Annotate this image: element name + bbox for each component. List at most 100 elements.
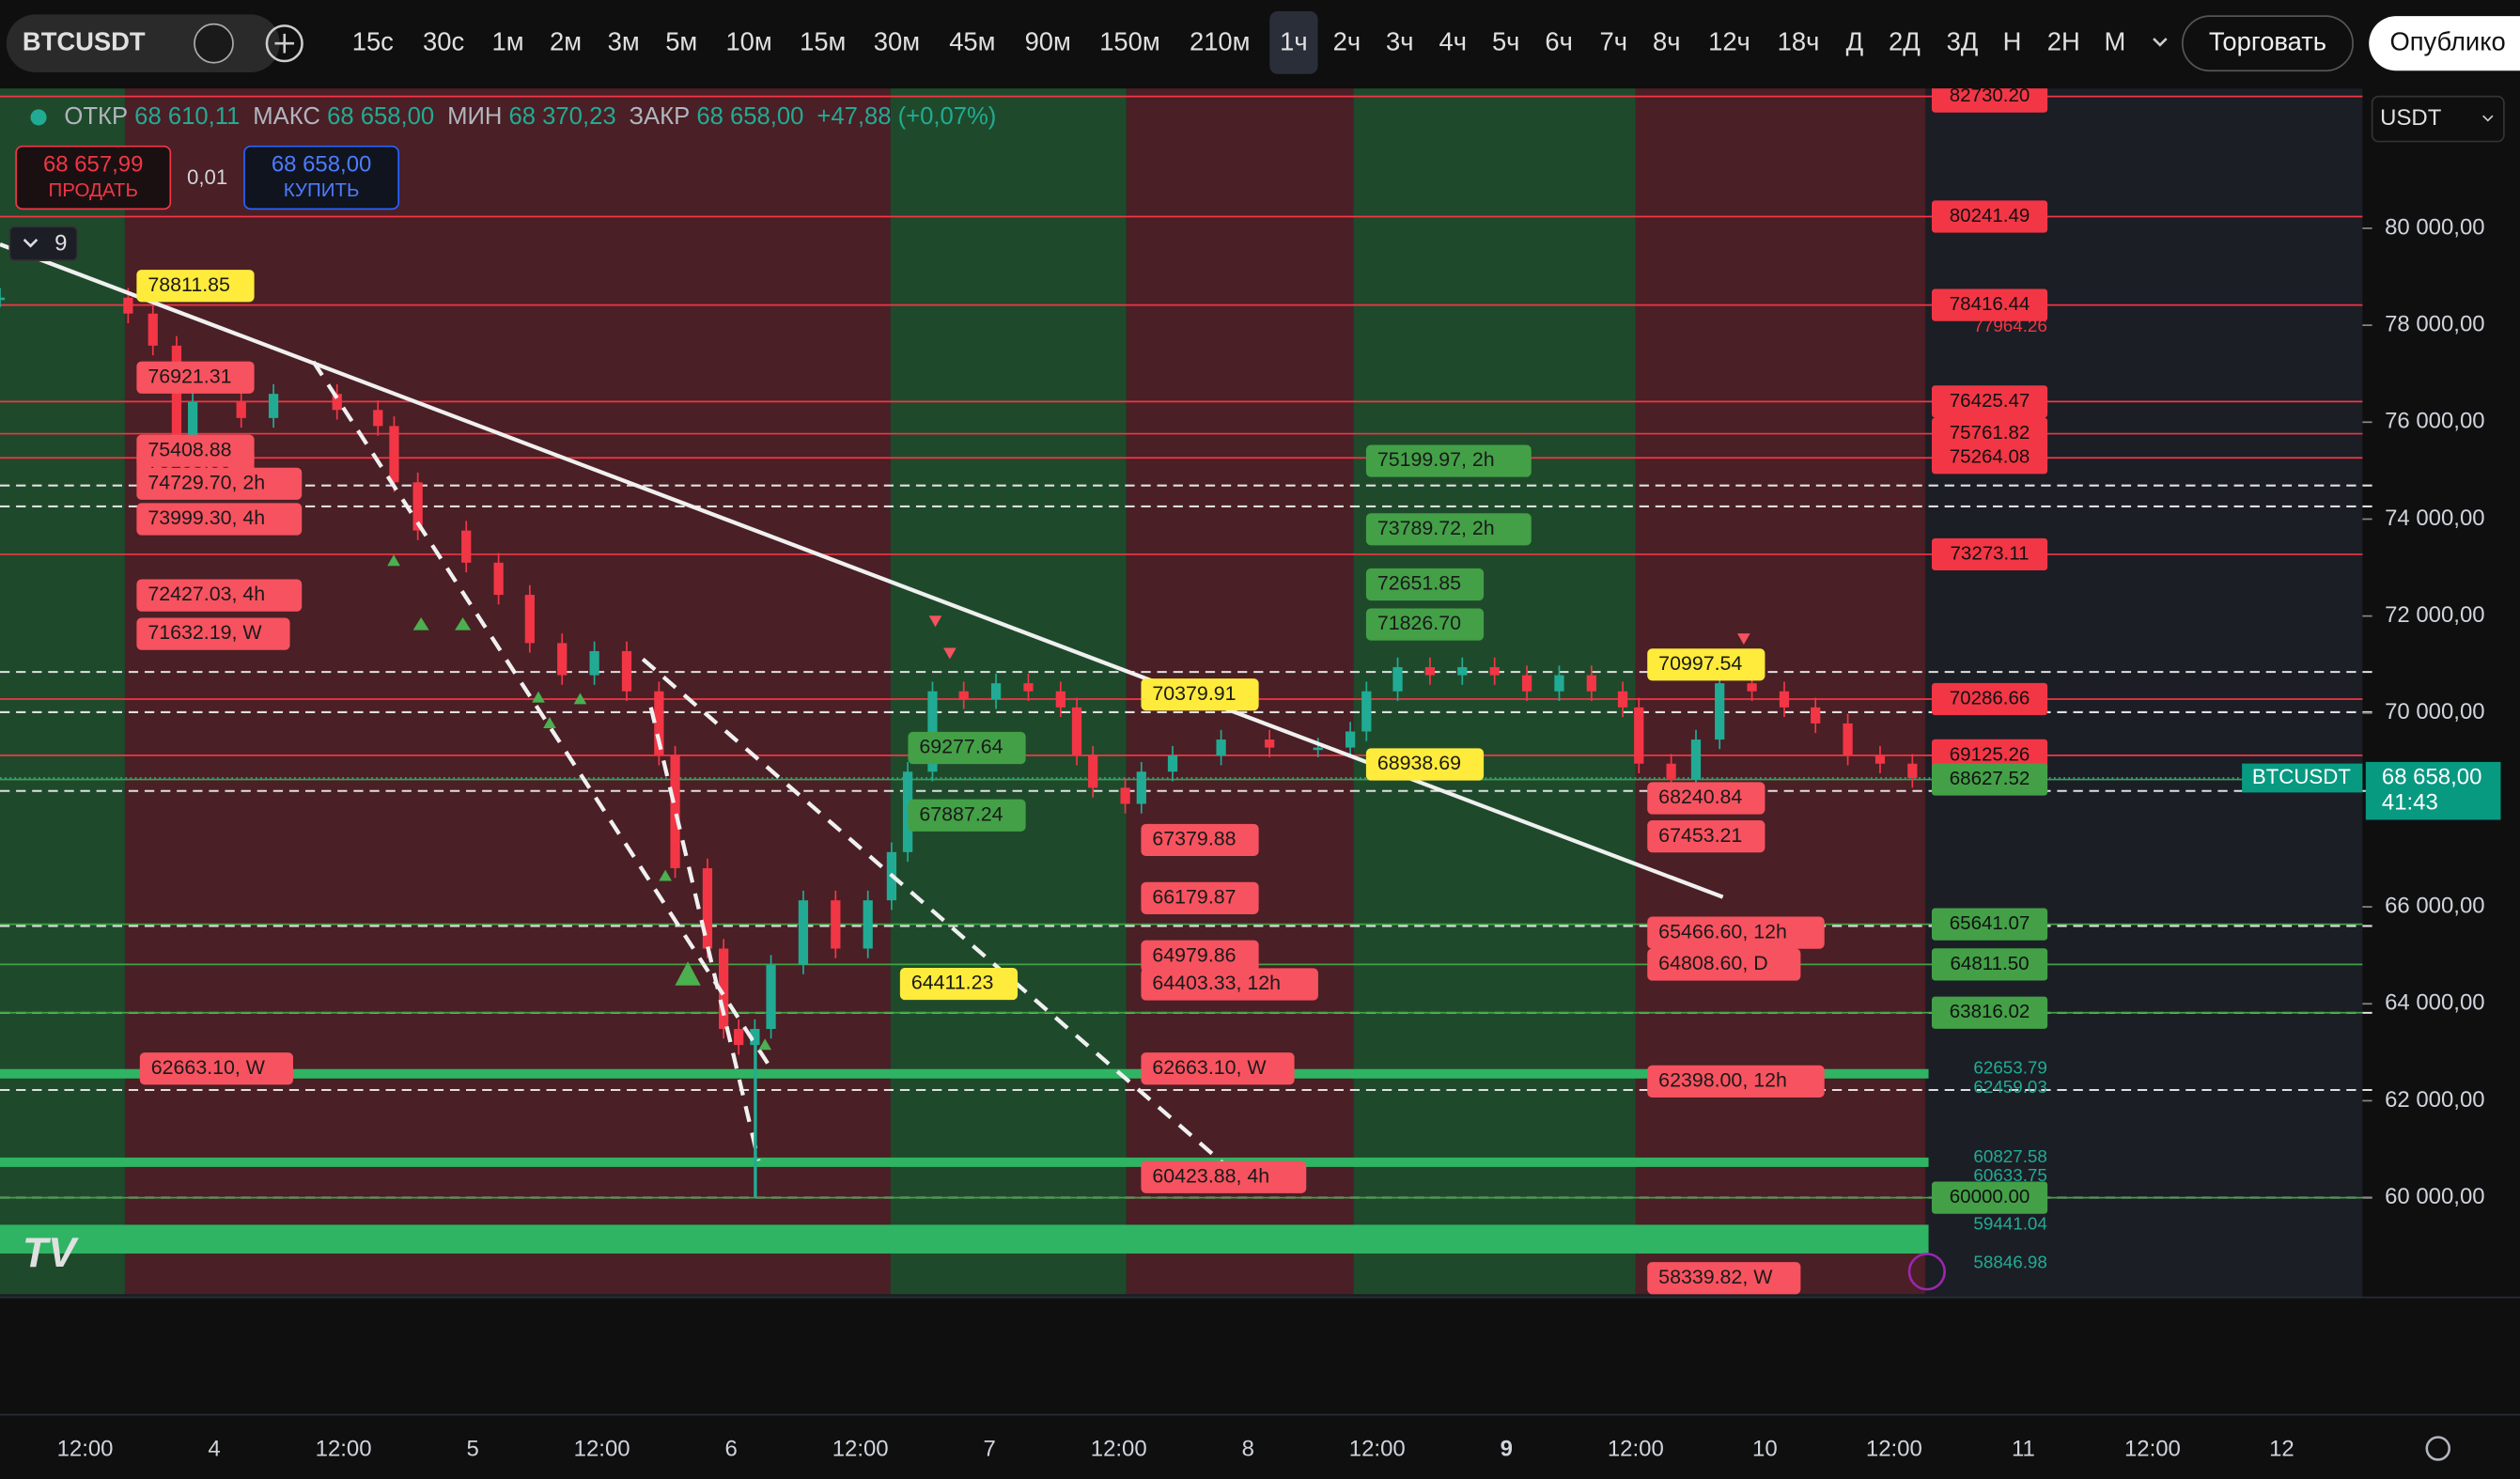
compare-button[interactable] (265, 24, 303, 63)
candle (766, 964, 776, 1030)
ohlc: ОТКР 68 610,11 МАКС 68 658,00 МИН 68 370… (64, 103, 996, 130)
band (0, 1224, 1929, 1254)
price-label: 71826.70 (1377, 612, 1461, 634)
indicator-count[interactable]: 9 (54, 230, 67, 256)
currency-select[interactable] (2371, 95, 2505, 143)
sell-label[interactable]: ПРОДАТЬ (48, 179, 137, 201)
interval[interactable]: 5ч (1492, 26, 1519, 55)
candle (1055, 691, 1066, 708)
level-tag (1931, 996, 2048, 1029)
candle (1690, 740, 1702, 780)
interval[interactable]: 3м (608, 26, 640, 55)
price-label-box (1365, 568, 1485, 601)
indicators-toggle[interactable] (8, 226, 78, 262)
settings-icon[interactable] (2425, 1436, 2451, 1461)
signal-up (387, 554, 400, 567)
trade-label[interactable]: Торговать (2209, 26, 2326, 55)
interval[interactable]: 8ч (1653, 26, 1680, 55)
y-tick-label: 76 000,00 (2385, 409, 2484, 434)
interval[interactable]: 7ч (1600, 26, 1627, 55)
interval[interactable]: 90м (1025, 26, 1071, 55)
candle (1392, 667, 1403, 692)
interval[interactable]: 5м (665, 26, 697, 55)
interval[interactable]: М (2105, 26, 2126, 55)
y-tick-label: 72 000,00 (2385, 602, 2484, 628)
price-label: 67379.88 (1152, 828, 1236, 850)
signal-down (943, 647, 957, 660)
quantity[interactable]: 0,01 (187, 165, 227, 189)
symbol[interactable]: BTCUSDT (23, 26, 146, 55)
currency[interactable]: USDT (2380, 105, 2442, 131)
candle (171, 345, 182, 467)
level-label: 63816.02 (1950, 1001, 2030, 1022)
candle (373, 410, 383, 427)
interval[interactable]: 1м (491, 26, 523, 55)
price-label: 64808.60, D (1658, 952, 1767, 974)
interval[interactable]: 2Д (1889, 26, 1921, 55)
interval[interactable]: 30с (423, 26, 464, 55)
buy-button[interactable] (243, 145, 400, 210)
interval[interactable]: Н (2003, 26, 2022, 55)
chevron (23, 239, 39, 248)
interval[interactable]: 12ч (1708, 26, 1750, 55)
trade-button[interactable] (2181, 15, 2354, 72)
symbol-tag-label: BTCUSDT (2252, 765, 2351, 788)
candle (902, 771, 913, 852)
ohlc-value: 68 658,00 (696, 103, 803, 130)
interval[interactable]: 18ч (1778, 26, 1820, 55)
price-label: 62663.10, W (151, 1056, 266, 1079)
candle (1666, 763, 1676, 780)
small-label: 77964.26 (1973, 316, 2046, 335)
buy-label[interactable]: КУПИТЬ (284, 179, 360, 201)
interval[interactable]: 15м (800, 26, 846, 55)
interval[interactable]: 2ч (1333, 26, 1361, 55)
interval[interactable]: 210м (1190, 26, 1250, 55)
price-label-box (1365, 608, 1485, 641)
candle (1715, 683, 1725, 740)
price-label: 75199.97, 2h (1377, 448, 1495, 471)
interval[interactable]: 10м (725, 26, 771, 55)
interval[interactable]: 2м (550, 26, 582, 55)
price-label-box (1647, 820, 1766, 853)
interval[interactable]: 4ч (1439, 26, 1467, 55)
candle (927, 691, 938, 772)
level-label: 82730.20 (1950, 85, 2030, 106)
alert-icon[interactable] (1907, 1253, 1946, 1291)
interval[interactable]: 30м (874, 26, 920, 55)
buy-price[interactable]: 68 658,00 (272, 152, 371, 178)
candle (1586, 675, 1596, 692)
ohlc-value: 68 610,11 (134, 103, 240, 130)
sell-button[interactable] (15, 145, 172, 210)
interval[interactable]: 6ч (1545, 26, 1572, 55)
interval[interactable]: 3Д (1947, 26, 1979, 55)
price-label-box (1141, 1160, 1307, 1193)
price-label: 68240.84 (1658, 786, 1742, 808)
price-label: 70379.91 (1152, 682, 1236, 705)
price-label: 65466.60, 12h (1658, 920, 1787, 942)
band (0, 1157, 1929, 1167)
candle (1088, 755, 1098, 788)
price-label: 70997.54 (1658, 652, 1742, 675)
price-label: 64979.86 (1152, 943, 1236, 966)
interval-menu[interactable] (2153, 38, 2168, 47)
interval[interactable]: Д (1846, 26, 1864, 55)
interval[interactable]: 3ч (1386, 26, 1413, 55)
interval[interactable]: 15с (352, 26, 394, 55)
candle (1779, 691, 1790, 708)
publish-label[interactable]: Опублико (2389, 26, 2505, 55)
candle (1634, 707, 1644, 764)
symbol-tag (2242, 763, 2363, 793)
interval[interactable]: 2Н (2047, 26, 2080, 55)
zone (890, 88, 1127, 1295)
publish-button[interactable] (2369, 16, 2520, 71)
interval[interactable]: 1ч (1280, 26, 1307, 55)
interval[interactable]: 45м (949, 26, 995, 55)
price-label: 60423.88, 4h (1152, 1164, 1269, 1187)
x-tick-label: 12:00 (57, 1437, 114, 1462)
price-label: 62398.00, 12h (1658, 1069, 1787, 1092)
sell-price[interactable]: 68 657,99 (43, 152, 143, 178)
interval[interactable]: 150м (1099, 26, 1159, 55)
candle (1216, 740, 1226, 756)
level-tag (1931, 417, 2048, 450)
candle (1120, 787, 1130, 804)
